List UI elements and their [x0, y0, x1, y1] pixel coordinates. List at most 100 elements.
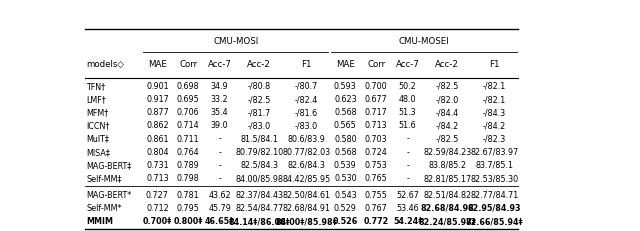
Text: 82.67/83.97: 82.67/83.97	[470, 148, 518, 157]
Text: 0.698: 0.698	[177, 82, 200, 91]
Text: 0.706: 0.706	[177, 108, 200, 117]
Text: -: -	[406, 161, 409, 170]
Text: MulT‡: MulT‡	[86, 135, 109, 144]
Text: 82.81/85.17: 82.81/85.17	[423, 174, 471, 183]
Text: Self-MM‡: Self-MM‡	[86, 174, 122, 183]
Text: 0.713: 0.713	[365, 122, 387, 131]
Text: -/80.7: -/80.7	[295, 82, 318, 91]
Text: 0.593: 0.593	[334, 82, 356, 91]
Text: models◇: models◇	[86, 60, 124, 69]
Text: 33.2: 33.2	[211, 95, 228, 104]
Text: 0.526: 0.526	[333, 217, 358, 226]
Text: CMU-MOSI: CMU-MOSI	[213, 37, 259, 46]
Text: 82.66/85.94‡: 82.66/85.94‡	[465, 217, 524, 226]
Text: 84.00/85.98: 84.00/85.98	[236, 174, 284, 183]
Text: 0.798: 0.798	[177, 174, 200, 183]
Text: -/84.4: -/84.4	[436, 108, 459, 117]
Text: 82.68/84.91: 82.68/84.91	[282, 204, 330, 213]
Text: 82.59/84.23: 82.59/84.23	[423, 148, 472, 157]
Text: -/84.3: -/84.3	[483, 108, 506, 117]
Text: 0.565: 0.565	[334, 122, 356, 131]
Text: 0.765: 0.765	[365, 174, 387, 183]
Text: 0.767: 0.767	[365, 204, 387, 213]
Text: 0.764: 0.764	[177, 148, 200, 157]
Text: -/82.5: -/82.5	[436, 82, 459, 91]
Text: 0.789: 0.789	[177, 161, 200, 170]
Text: 0.623: 0.623	[334, 95, 356, 104]
Text: -/82.4: -/82.4	[295, 95, 318, 104]
Text: 0.753: 0.753	[365, 161, 387, 170]
Text: 0.712: 0.712	[146, 204, 169, 213]
Text: -: -	[406, 135, 409, 144]
Text: 80.79/82.10: 80.79/82.10	[236, 148, 284, 157]
Text: 0.700‡: 0.700‡	[143, 217, 172, 226]
Text: 0.731: 0.731	[146, 161, 169, 170]
Text: 82.5/84.3: 82.5/84.3	[240, 161, 278, 170]
Text: -/84.2: -/84.2	[436, 122, 459, 131]
Text: 0.580: 0.580	[334, 135, 356, 144]
Text: -/82.1: -/82.1	[483, 95, 506, 104]
Text: 84.00‡/85.98‡: 84.00‡/85.98‡	[276, 217, 337, 226]
Text: 34.9: 34.9	[211, 82, 228, 91]
Text: TFN†: TFN†	[86, 82, 106, 91]
Text: 35.4: 35.4	[211, 108, 228, 117]
Text: 84.14‡/86.06‡: 84.14‡/86.06‡	[228, 217, 290, 226]
Text: -: -	[406, 148, 409, 157]
Text: Corr: Corr	[179, 60, 197, 69]
Text: Acc-7: Acc-7	[396, 60, 420, 69]
Text: -: -	[406, 174, 409, 183]
Text: 83.8/85.2: 83.8/85.2	[428, 161, 467, 170]
Text: F1: F1	[301, 60, 312, 69]
Text: 0.530: 0.530	[334, 174, 356, 183]
Text: 0.700: 0.700	[365, 82, 387, 91]
Text: MFM†: MFM†	[86, 108, 109, 117]
Text: 0.711: 0.711	[177, 135, 200, 144]
Text: 46.65‡: 46.65‡	[205, 217, 234, 226]
Text: F1: F1	[489, 60, 500, 69]
Text: 82.53/85.30: 82.53/85.30	[470, 174, 518, 183]
Text: 0.755: 0.755	[365, 191, 388, 200]
Text: 83.7/85.1: 83.7/85.1	[476, 161, 513, 170]
Text: -/81.7: -/81.7	[248, 108, 271, 117]
Text: 82.51/84.82: 82.51/84.82	[423, 191, 471, 200]
Text: 45.79: 45.79	[208, 204, 231, 213]
Text: MAG-BERT‡: MAG-BERT‡	[86, 161, 132, 170]
Text: Acc-7: Acc-7	[208, 60, 232, 69]
Text: 81.5/84.1: 81.5/84.1	[241, 135, 278, 144]
Text: -/82.1: -/82.1	[483, 82, 506, 91]
Text: 0.713: 0.713	[146, 174, 169, 183]
Text: 0.901: 0.901	[146, 82, 169, 91]
Text: MMIM: MMIM	[86, 217, 113, 226]
Text: 51.6: 51.6	[399, 122, 417, 131]
Text: 82.6/84.3: 82.6/84.3	[287, 161, 325, 170]
Text: ICCN†: ICCN†	[86, 122, 110, 131]
Text: -/83.0: -/83.0	[295, 122, 318, 131]
Text: -/82.5: -/82.5	[436, 135, 459, 144]
Text: -/80.8: -/80.8	[248, 82, 271, 91]
Text: Self-MM*: Self-MM*	[86, 204, 122, 213]
Text: 39.0: 39.0	[211, 122, 228, 131]
Text: -/82.0: -/82.0	[436, 95, 459, 104]
Text: -: -	[218, 135, 221, 144]
Text: 0.714: 0.714	[177, 122, 200, 131]
Text: 84.42/85.95: 84.42/85.95	[282, 174, 330, 183]
Text: -/82.5: -/82.5	[248, 95, 271, 104]
Text: 50.2: 50.2	[399, 82, 417, 91]
Text: 82.24/85.97‡: 82.24/85.97‡	[419, 217, 476, 226]
Text: 82.77/84.71: 82.77/84.71	[470, 191, 518, 200]
Text: -: -	[218, 161, 221, 170]
Text: 0.677: 0.677	[365, 95, 387, 104]
Text: -/81.6: -/81.6	[295, 108, 318, 117]
Text: 80.77/82.03: 80.77/82.03	[282, 148, 330, 157]
Text: 0.529: 0.529	[334, 204, 356, 213]
Text: -: -	[218, 148, 221, 157]
Text: 51.3: 51.3	[399, 108, 417, 117]
Text: 82.37/84.43: 82.37/84.43	[236, 191, 284, 200]
Text: 0.795: 0.795	[177, 204, 200, 213]
Text: 0.539: 0.539	[334, 161, 356, 170]
Text: 0.804: 0.804	[146, 148, 168, 157]
Text: 0.800‡: 0.800‡	[173, 217, 203, 226]
Text: 0.568: 0.568	[334, 108, 356, 117]
Text: 0.861: 0.861	[146, 135, 168, 144]
Text: 80.6/83.9: 80.6/83.9	[287, 135, 325, 144]
